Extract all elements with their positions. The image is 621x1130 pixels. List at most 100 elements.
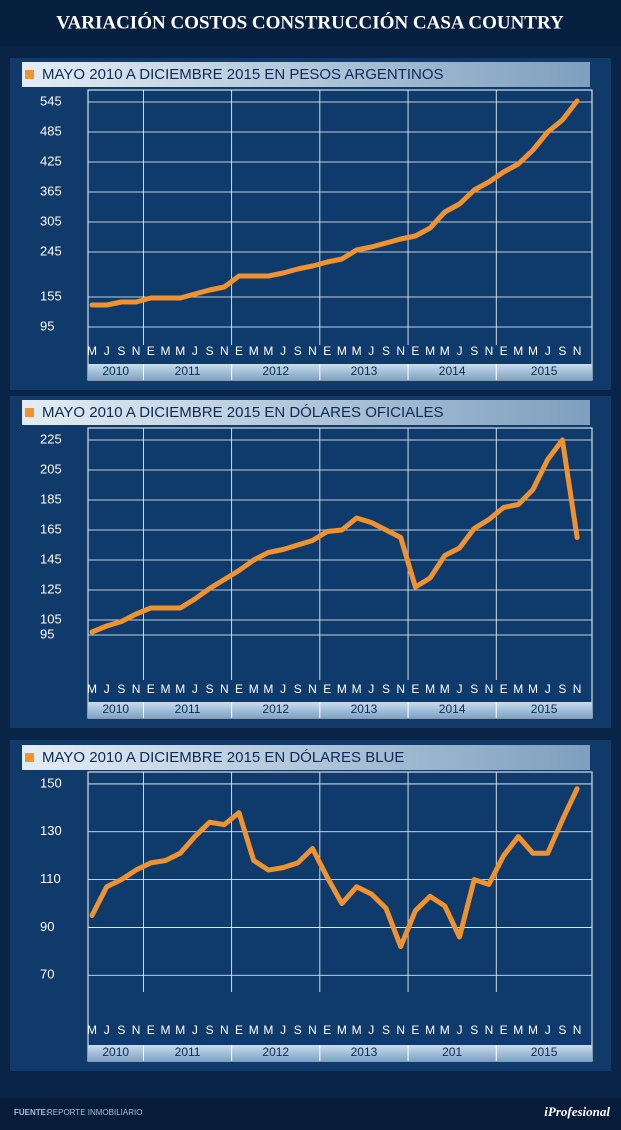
y-tick-label: 245 xyxy=(40,243,62,258)
x-tick-label: S xyxy=(382,344,390,358)
year-label: 2010 xyxy=(102,364,129,378)
x-tick-label: M xyxy=(352,1023,362,1037)
y-tick-label: 545 xyxy=(40,93,62,108)
x-tick-label: J xyxy=(368,682,374,696)
x-tick-label: M xyxy=(352,682,362,696)
x-tick-label: S xyxy=(470,1023,478,1037)
y-tick-label: 70 xyxy=(40,967,54,982)
data-line xyxy=(89,786,580,950)
x-tick-label: J xyxy=(545,1023,551,1037)
y-tick-label: 225 xyxy=(40,431,62,446)
x-tick-label: M xyxy=(513,1023,523,1037)
plot-area xyxy=(87,771,593,1062)
x-tick-label: N xyxy=(573,344,582,358)
y-tick-label: 145 xyxy=(40,551,62,566)
x-tick-label: S xyxy=(382,682,390,696)
x-tick-label: N xyxy=(485,1023,494,1037)
x-tick-label: J xyxy=(368,344,374,358)
year-label: 2012 xyxy=(262,702,289,716)
x-tick-label: J xyxy=(545,682,551,696)
year-label: 2013 xyxy=(351,702,378,716)
y-tick-label: 125 xyxy=(40,581,62,596)
x-tick-label: E xyxy=(147,1023,155,1037)
x-tick-label: E xyxy=(500,344,508,358)
x-tick-label: S xyxy=(470,344,478,358)
y-tick-label: 150 xyxy=(40,775,62,790)
chart-title: MAYO 2010 A DICIEMBRE 2015 EN DÓLARES BL… xyxy=(42,749,404,766)
x-tick-label: S xyxy=(206,344,214,358)
x-tick-label: N xyxy=(485,344,494,358)
x-tick-label: J xyxy=(457,682,463,696)
y-tick-label: 110 xyxy=(40,871,61,886)
x-tick-label: M xyxy=(513,344,523,358)
x-tick-label: M xyxy=(440,344,450,358)
year-label: 2011 xyxy=(175,364,201,378)
x-tick-label: S xyxy=(117,1023,125,1037)
x-tick-label: M xyxy=(352,344,362,358)
data-line xyxy=(89,98,580,308)
x-tick-label: E xyxy=(235,682,243,696)
x-tick-label: N xyxy=(220,344,229,358)
x-tick-label: M xyxy=(440,1023,450,1037)
x-tick-label: M xyxy=(161,682,171,696)
x-tick-label: S xyxy=(117,344,125,358)
x-tick-label: M xyxy=(425,1023,435,1037)
x-tick-label: E xyxy=(411,1023,419,1037)
y-tick-label: 95 xyxy=(40,318,54,333)
brand: iProfesional xyxy=(544,1104,610,1119)
x-tick-label: E xyxy=(147,682,155,696)
year-bar xyxy=(88,702,592,718)
x-tick-label: S xyxy=(558,682,566,696)
year-label: 2011 xyxy=(175,702,201,716)
x-tick-label: M xyxy=(513,682,523,696)
x-tick-label: M xyxy=(528,682,538,696)
year-label: 201 xyxy=(442,1045,462,1059)
x-tick-label: J xyxy=(280,1023,286,1037)
x-tick-label: N xyxy=(485,682,494,696)
x-tick-label: N xyxy=(573,1023,582,1037)
x-tick-label: M xyxy=(425,682,435,696)
x-tick-label: J xyxy=(545,344,551,358)
x-tick-label: M xyxy=(161,344,171,358)
x-tick-label: S xyxy=(294,682,302,696)
chart-title: MAYO 2010 A DICIEMBRE 2015 EN DÓLARES OF… xyxy=(42,404,444,421)
header-bar xyxy=(22,745,590,770)
year-label: 2015 xyxy=(531,702,558,716)
x-tick-label: J xyxy=(280,682,286,696)
year-label: 2010 xyxy=(102,1045,129,1059)
x-tick-label: S xyxy=(470,682,478,696)
x-tick-label: N xyxy=(308,1023,317,1037)
x-tick-label: S xyxy=(382,1023,390,1037)
x-tick-label: S xyxy=(558,344,566,358)
x-tick-label: S xyxy=(294,344,302,358)
year-label: 2013 xyxy=(351,364,378,378)
x-tick-label: E xyxy=(235,344,243,358)
x-tick-label: J xyxy=(104,1023,110,1037)
x-tick-label: M xyxy=(440,682,450,696)
y-tick-label: 130 xyxy=(40,823,62,838)
x-tick-label: N xyxy=(220,1023,229,1037)
chart-title: MAYO 2010 A DICIEMBRE 2015 EN PESOS ARGE… xyxy=(42,66,444,83)
header-marker xyxy=(25,70,34,79)
header-bar xyxy=(22,400,590,425)
x-tick-label: N xyxy=(396,344,405,358)
x-tick-label: E xyxy=(500,682,508,696)
y-tick-label: 155 xyxy=(40,288,62,303)
year-label: 2014 xyxy=(439,702,466,716)
x-tick-label: M xyxy=(87,1023,97,1037)
x-tick-label: M xyxy=(175,344,185,358)
x-tick-label: M xyxy=(249,344,259,358)
x-tick-label: S xyxy=(206,682,214,696)
x-tick-label: E xyxy=(411,344,419,358)
x-tick-label: J xyxy=(192,682,198,696)
x-tick-label: J xyxy=(368,1023,374,1037)
year-label: 2012 xyxy=(262,1045,289,1059)
x-tick-label: M xyxy=(337,344,347,358)
x-tick-label: M xyxy=(528,1023,538,1037)
y-tick-label: 485 xyxy=(40,123,62,138)
footer-band xyxy=(0,1098,621,1130)
plot-area xyxy=(87,89,593,381)
y-tick-label: 95 xyxy=(40,626,54,641)
page-title: VARIACIÓN COSTOS CONSTRUCCIÓN CASA COUNT… xyxy=(56,11,564,33)
